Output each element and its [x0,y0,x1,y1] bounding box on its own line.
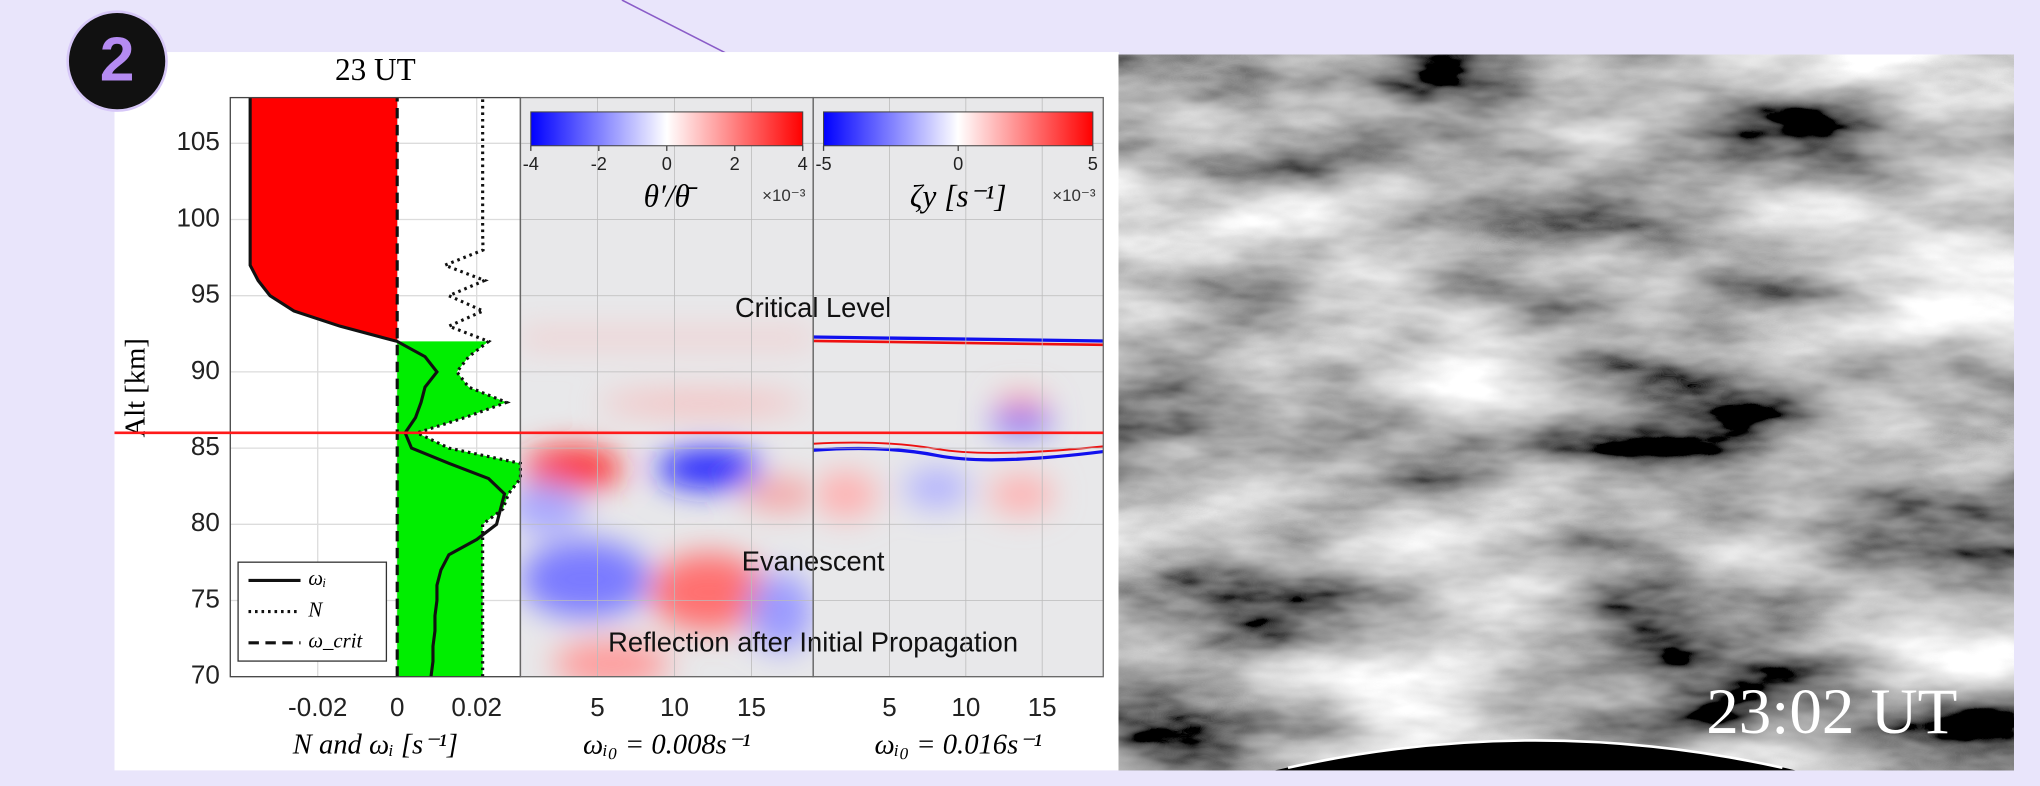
colorbar-label: ζy [s⁻¹] [910,178,1007,213]
y-tick-label: 75 [191,583,220,613]
chart-title: 23 UT [335,52,416,87]
colorbar-tick-label: 0 [662,154,672,174]
y-tick-label: 95 [191,279,220,309]
heat-blob [520,540,650,618]
page: {"badge": "2", "photo_label": "23:02 UT"… [0,0,2040,786]
x-tick-label: 15 [1028,692,1057,722]
heat-blob [598,393,806,414]
x-axis-label: ωᵢ₀ = 0.008s⁻¹ [583,729,750,761]
heat-blob [742,479,820,510]
x-axis-label: N and ωᵢ [s⁻¹] [292,729,458,761]
slide: 23:02 UT 707580859095100105-0.0200.02ωᵢN… [0,0,2040,786]
colorbar [531,112,803,146]
heat-blob [813,471,878,518]
colorbar-multiplier: ×10⁻³ [762,186,806,205]
legend-label: ω_crit [308,629,363,653]
x-tick-label: 0 [390,692,404,722]
x-tick-label: 5 [590,692,604,722]
colorbar-tick-label: -2 [591,154,607,174]
x-tick-label: 10 [951,692,980,722]
heat-blob [657,449,761,488]
heat-blob [520,332,813,345]
y-tick-label: 85 [191,431,220,461]
legend-label: N [307,597,323,621]
x-axis-label: ωᵢ₀ = 0.016s⁻¹ [874,729,1041,761]
legend-label: ωᵢ [308,566,326,590]
heat-blob [995,396,1047,412]
colorbar [824,112,1093,146]
y-axis-label: Alt [km] [119,338,151,437]
x-tick-label: 10 [660,692,689,722]
y-tick-label: 70 [191,660,220,690]
y-tick-label: 90 [191,355,220,385]
colorbar-multiplier: ×10⁻³ [1052,186,1096,205]
colorbar-tick-label: 2 [730,154,740,174]
x-tick-label: 15 [737,692,766,722]
x-tick-label: 0.02 [451,692,502,722]
y-tick-label: 100 [176,202,219,232]
colorbar-tick-label: -5 [815,154,831,174]
colorbar-tick-label: -4 [523,154,539,174]
photo-label: 23:02 UT [1706,676,1957,748]
x-tick-label: 5 [882,692,896,722]
y-tick-label: 80 [191,507,220,537]
x-tick-label: -0.02 [288,692,347,722]
heat-blob [989,413,1054,434]
colorbar-tick-label: 4 [798,154,808,174]
y-tick-label: 105 [176,126,219,156]
colorbar-tick-label: 5 [1088,154,1098,174]
heat-blob [904,468,969,507]
colorbar-label: θ′/θ̄ [644,178,698,213]
badge-number: 2 [100,24,135,94]
photo-texture [1119,55,2014,771]
heat-blob [989,475,1054,514]
colorbar-tick-label: 0 [953,154,963,174]
